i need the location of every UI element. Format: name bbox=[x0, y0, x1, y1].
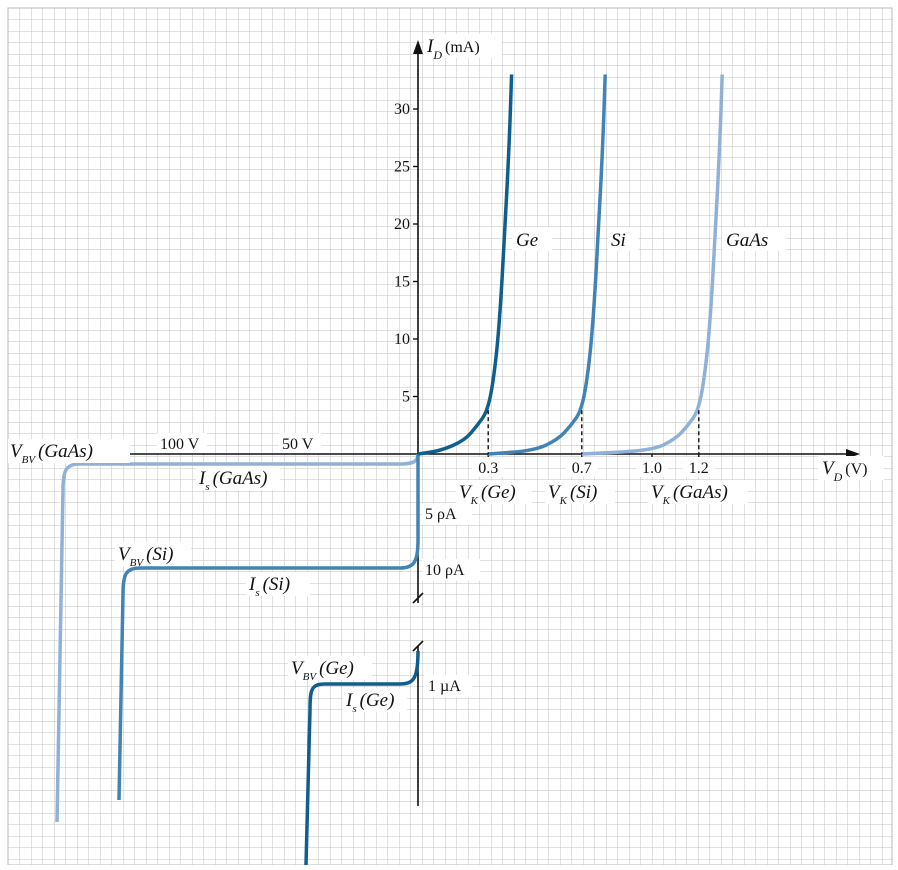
y-ticks: 5 10 15 20 25 30 bbox=[394, 101, 418, 406]
y-tick-label: 10 bbox=[394, 331, 410, 348]
x-tick-label: 1.0 bbox=[642, 460, 662, 477]
vbv-gaas-label: VBV (GaAs) bbox=[10, 441, 93, 466]
x-ticks: 0.3 0.7 1.0 1.2 bbox=[472, 454, 715, 477]
reverse-tick-50v: 50 V bbox=[282, 436, 314, 453]
svg-text:VD(V): VD (V) bbox=[822, 458, 868, 484]
is-gaas-label: Is (GaAs) bbox=[198, 468, 268, 493]
reverse-tick-100v: 100 V bbox=[160, 436, 200, 453]
vbv-ge-label: VBV (Ge) bbox=[291, 658, 354, 683]
reverse-voltage-labels: 100 V 50 V bbox=[157, 433, 321, 453]
svg-text:ID(mA): ID (mA) bbox=[426, 36, 480, 62]
vk-si-label: VK (Si) bbox=[548, 482, 597, 507]
reverse-current-labels: 5 ρA 10 ρA 1 µA bbox=[422, 503, 480, 697]
ge-forward-curve bbox=[417, 74, 514, 456]
y-tick-label: 30 bbox=[394, 101, 410, 118]
x-tick-label: 1.2 bbox=[689, 460, 709, 477]
reverse-characteristics bbox=[55, 453, 420, 866]
y-tick-label: 5 bbox=[402, 389, 410, 406]
reverse-current-5pa: 5 ρA bbox=[425, 506, 457, 523]
reverse-current-1ua: 1 µA bbox=[428, 678, 461, 695]
x-axis-title: VD (V) bbox=[818, 456, 884, 484]
series-label-si: Si bbox=[611, 230, 626, 251]
forward-curves bbox=[417, 74, 724, 456]
si-forward-curve bbox=[488, 74, 607, 456]
gaas-forward-curve bbox=[581, 74, 724, 456]
reverse-current-10pa: 10 ρA bbox=[425, 562, 465, 579]
is-ge-label: Is (Ge) bbox=[345, 690, 394, 715]
grid-background bbox=[8, 8, 892, 865]
saturation-labels: Is (GaAs) Is (Si) Is (Ge) bbox=[196, 466, 407, 715]
si-reverse-curve bbox=[117, 454, 420, 801]
y-axis-arrow bbox=[413, 40, 423, 54]
x-tick-label: 0.3 bbox=[478, 460, 498, 477]
series-label-ge: Ge bbox=[516, 230, 538, 251]
vk-gaas-label: VK (GaAs) bbox=[651, 482, 728, 507]
x-tick-label: 0.7 bbox=[572, 460, 592, 477]
y-tick-label: 20 bbox=[394, 216, 410, 233]
knee-markers bbox=[487, 410, 700, 454]
breakdown-labels: VBV (GaAs) VBV (Si) VBV (Ge) bbox=[8, 439, 372, 683]
y-axis-title: ID (mA) bbox=[424, 34, 502, 62]
ge-reverse-curve bbox=[304, 650, 420, 866]
y-tick-label: 15 bbox=[394, 274, 410, 291]
series-label-gaas: GaAs bbox=[726, 230, 768, 251]
gaas-reverse-curve bbox=[55, 453, 420, 823]
axis-break-lower bbox=[412, 592, 424, 604]
knee-labels: VK (Ge) VK (Si) VK (GaAs) bbox=[456, 480, 748, 507]
vk-ge-label: VK (Ge) bbox=[459, 482, 516, 507]
axis-break-upper bbox=[412, 640, 424, 652]
y-tick-label: 25 bbox=[394, 159, 410, 176]
is-si-label: Is (Si) bbox=[248, 574, 290, 599]
vbv-si-label: VBV (Si) bbox=[118, 544, 174, 569]
curve-labels: Ge Si GaAs bbox=[512, 227, 786, 251]
